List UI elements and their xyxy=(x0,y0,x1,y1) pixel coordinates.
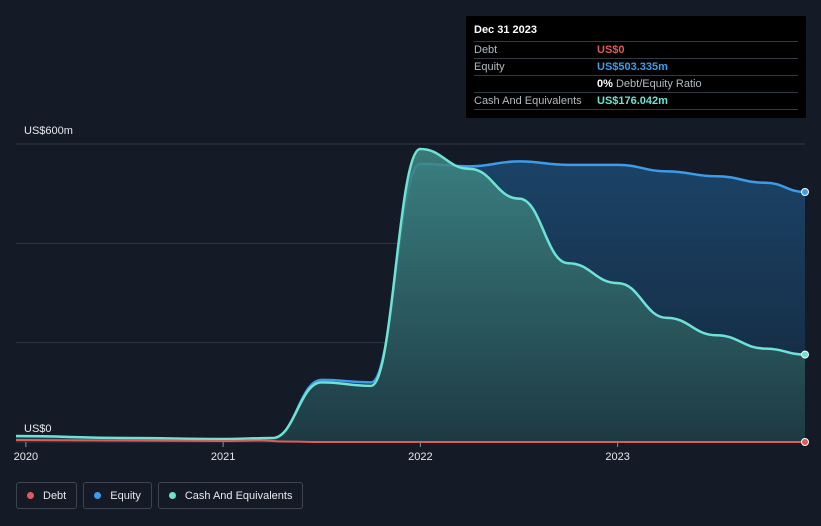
tooltip-debt-label: Debt xyxy=(474,44,498,56)
tooltip-debt-value: US$0 xyxy=(597,44,625,56)
legend-cash-label: Cash And Equivalents xyxy=(184,489,293,502)
y-tick-label-1: US$0 xyxy=(24,423,52,435)
equity-end-marker xyxy=(801,188,809,197)
y-tick-label-0: US$600m xyxy=(24,125,73,137)
tooltip-ratio-value: 0% Debt/Equity Ratio xyxy=(597,76,702,92)
cash-and-equivalents-end-marker xyxy=(801,350,809,359)
tooltip-date: Dec 31 2023 xyxy=(474,24,537,36)
legend-cash-dot xyxy=(168,492,176,499)
debt-end-marker xyxy=(801,438,809,446)
legend-item-cash[interactable]: Cash And Equivalents xyxy=(157,482,304,509)
tooltip-row-debt: Debt US$0 xyxy=(474,41,798,58)
tooltip-cash-value: US$176.042m xyxy=(597,95,668,107)
ratio-label: Debt/Equity Ratio xyxy=(615,78,702,90)
tooltip-equity-value: US$503.335m xyxy=(597,61,668,73)
legend-item-equity[interactable]: Equity xyxy=(83,482,152,509)
ratio-percent: 0% xyxy=(597,78,613,90)
tooltip-equity-label: Equity xyxy=(474,61,505,73)
legend-debt-label: Debt xyxy=(43,489,67,502)
x-tick-label-2: 2022 xyxy=(408,451,432,463)
tooltip-row-cash: Cash And Equivalents US$176.042m xyxy=(474,92,798,110)
x-tick-label-1: 2021 xyxy=(211,451,235,463)
cash-and-equivalents-area xyxy=(16,148,805,442)
cash-and-equivalents-line xyxy=(15,147,806,441)
tooltip-row-equity: Equity US$503.335m xyxy=(474,58,798,75)
legend-equity-label: Equity xyxy=(110,489,141,502)
tooltip-ratio-spacer xyxy=(474,76,597,92)
data-tooltip: Dec 31 2023 Debt US$0 Equity US$503.335m… xyxy=(466,16,806,118)
tooltip-row-ratio: 0% Debt/Equity Ratio xyxy=(474,75,798,92)
chart-legend: Debt Equity Cash And Equivalents xyxy=(16,482,304,509)
x-tick-label-0: 2020 xyxy=(14,451,38,463)
legend-debt-dot xyxy=(27,492,34,499)
x-tick-label-3: 2023 xyxy=(605,451,629,463)
tooltip-cash-label: Cash And Equivalents xyxy=(474,95,582,107)
legend-equity-dot xyxy=(94,492,102,499)
legend-item-debt[interactable]: Debt xyxy=(16,482,78,509)
